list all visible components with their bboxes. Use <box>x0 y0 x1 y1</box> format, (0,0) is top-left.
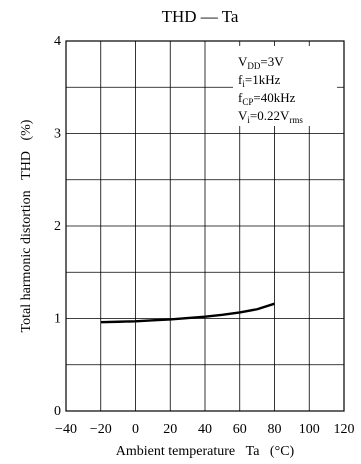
condition-subscript: i <box>242 79 245 89</box>
conditions-box <box>233 46 337 126</box>
x-tick-label: −40 <box>55 422 77 437</box>
condition-text: =3V <box>260 54 284 69</box>
y-tick-label: 3 <box>54 127 61 142</box>
condition-line: Vi=0.22Vrms <box>238 108 303 125</box>
y-tick-label: 2 <box>54 219 61 234</box>
condition-line: fi=1kHz <box>238 72 281 89</box>
y-axis-tick-labels: 0 1 2 3 4 <box>54 34 61 419</box>
x-tick-label: −20 <box>90 422 112 437</box>
condition-text: =40kHz <box>253 90 295 105</box>
y-tick-label: 1 <box>54 312 61 327</box>
condition-text: =1kHz <box>245 72 281 87</box>
x-tick-label: 100 <box>299 422 320 437</box>
y-axis-label: Total harmonic distortion THD (%) <box>19 119 34 332</box>
condition-text: f <box>238 90 243 105</box>
x-tick-label: 20 <box>163 422 177 437</box>
condition-text: f <box>238 72 243 87</box>
x-tick-label: 0 <box>132 422 139 437</box>
x-tick-label: 40 <box>198 422 212 437</box>
condition-text: V <box>238 54 248 69</box>
condition-subscript: CP <box>242 97 253 107</box>
y-tick-label: 0 <box>54 404 61 419</box>
x-tick-label: 60 <box>233 422 247 437</box>
x-axis-tick-labels: −40 −20 0 20 40 60 80 100 120 <box>55 422 354 437</box>
condition-text: V <box>238 108 248 123</box>
condition-text: =0.22V <box>250 108 290 123</box>
plot-frame <box>65 40 345 412</box>
y-tick-label: 4 <box>54 34 61 49</box>
x-tick-label: 120 <box>334 422 355 437</box>
condition-subscript: DD <box>247 61 260 71</box>
condition-subscript: rms <box>289 115 303 125</box>
series-layer <box>100 302 275 324</box>
condition-line: fCP=40kHz <box>238 90 296 107</box>
thd-curve <box>100 302 275 324</box>
chart-title: THD — Ta <box>162 7 239 26</box>
x-axis-label: Ambient temperature Ta (°C) <box>116 444 295 459</box>
condition-line: VDD=3V <box>238 54 284 71</box>
condition-subscript: i <box>247 115 250 125</box>
x-tick-label: 80 <box>268 422 282 437</box>
